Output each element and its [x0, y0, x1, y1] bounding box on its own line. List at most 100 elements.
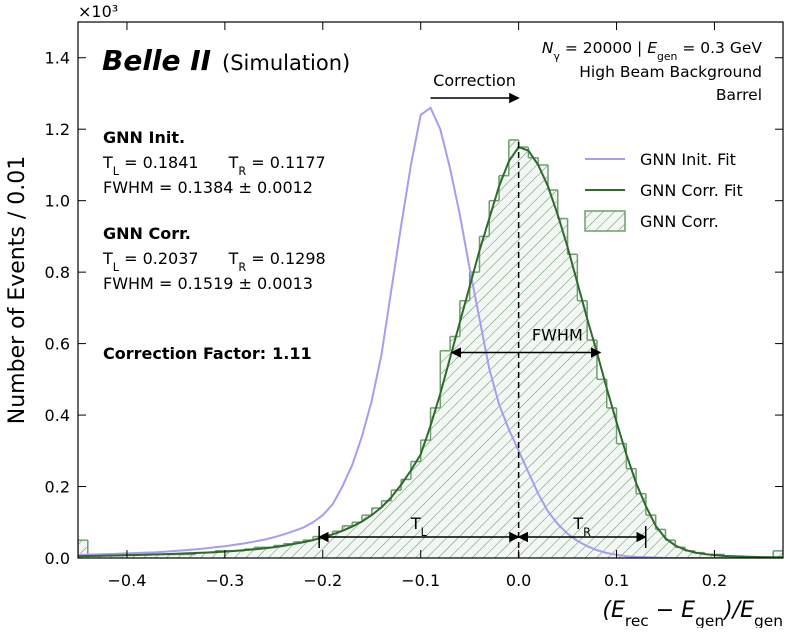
text-part: rec: [625, 612, 649, 628]
hist-bar: [626, 468, 637, 558]
hist-bar: [557, 218, 568, 558]
hist-bar: [352, 522, 362, 558]
text-part: )/E: [722, 598, 754, 623]
tl-label: TL: [410, 514, 428, 539]
hist-bar: [479, 236, 490, 558]
hist-bar: [548, 189, 558, 558]
fwhm-values: FWHM = 0.1384 ± 0.0012: [103, 178, 313, 197]
hist-bar: [185, 554, 196, 558]
text-part: L: [421, 526, 428, 539]
hist-bar: [215, 550, 225, 558]
hist-bar: [136, 554, 147, 558]
experiment-note: (Simulation): [222, 51, 350, 75]
hist-bar: [645, 515, 656, 558]
text-part: (E: [602, 598, 625, 623]
text-part: 0.0012: [257, 178, 313, 197]
y-tick-label: 1.2: [45, 120, 70, 139]
y-tick-label: 1.0: [45, 192, 70, 211]
x-tick-label: 0.1: [604, 571, 629, 590]
hist-bar: [391, 490, 402, 558]
text-part: L: [113, 165, 120, 178]
hist-bar: [450, 336, 460, 558]
legend-label: GNN Init. Fit: [640, 150, 736, 169]
info-line1: Nγ = 20000 | Egen = 0.3 GeV: [542, 39, 762, 63]
y-tick-label: 0.0: [45, 549, 70, 568]
hist-bar: [499, 175, 509, 558]
text-part: N: [542, 39, 554, 57]
hist-bar: [332, 531, 343, 558]
hist-bar: [508, 139, 519, 558]
hist-bar: [254, 547, 265, 558]
text-part: − E: [649, 598, 695, 623]
hist-bar: [459, 300, 470, 558]
text-part: =: [119, 249, 143, 268]
text-part: 0.1519: [177, 274, 233, 293]
y-tick-label: 0.8: [45, 263, 70, 282]
y-tick-label: 0.6: [45, 335, 70, 354]
text-part: =: [154, 178, 178, 197]
text-part: T: [410, 514, 421, 533]
text-part: 0.1841: [143, 153, 199, 172]
hist-bar: [636, 493, 646, 558]
hist-bar: [655, 529, 666, 558]
text-part: γ: [554, 50, 561, 63]
text-part: = 20000 |: [560, 39, 647, 57]
text-part: ±: [233, 274, 257, 293]
info-line2: High Beam Background: [579, 63, 762, 81]
text-part: R: [238, 165, 246, 178]
x-tick-label: 0.0: [506, 571, 531, 590]
text-part: 0.0013: [257, 274, 313, 293]
hist-bar: [410, 461, 421, 558]
text-part: 1.11: [272, 344, 311, 363]
hist-bar: [78, 540, 88, 558]
text-part: T: [102, 249, 113, 268]
hist-bar: [665, 540, 676, 558]
t-values: TL = 0.2037 TR = 0.1298: [102, 249, 326, 274]
text-part: 0.1177: [270, 153, 326, 172]
text-part: FWHM: [103, 274, 154, 293]
hist-bar: [528, 157, 539, 558]
hist-bar: [469, 272, 480, 558]
hist-bar: [283, 543, 294, 558]
hist-bar: [313, 536, 323, 558]
text-part: 0.1384: [177, 178, 233, 197]
hist-bar: [293, 541, 304, 558]
hist-bar: [596, 379, 607, 558]
text-part: R: [583, 526, 591, 539]
hist-bar: [381, 500, 392, 558]
hist-bar: [401, 479, 411, 558]
text-part: =: [119, 153, 143, 172]
hist-bar: [440, 350, 451, 558]
legend-label: GNN Corr. Fit: [640, 181, 743, 200]
hist-bar: [577, 300, 588, 558]
hist-bar: [773, 550, 783, 558]
plot-area: [78, 106, 783, 558]
hist-bar: [420, 440, 431, 558]
hist-bar: [146, 554, 157, 558]
fwhm-label: FWHM: [532, 326, 583, 345]
legend-swatch: [584, 210, 626, 232]
correction-factor: Correction Factor: 1.11: [103, 344, 312, 363]
x-tick-label: −0.2: [303, 571, 342, 590]
y-tick-label: 0.4: [45, 406, 70, 425]
y-tick-label: 0.2: [45, 478, 70, 497]
hist-bar: [489, 200, 500, 558]
info-line3: Barrel: [716, 86, 762, 104]
hist-bar: [606, 407, 617, 558]
fit-curve: [78, 145, 783, 558]
plot-frame: [77, 21, 784, 559]
x-axis-label: (Erec − Egen)/Egen: [602, 598, 783, 628]
y-axis-label: Number of Events / 0.01: [5, 156, 30, 424]
text-part: =: [246, 249, 270, 268]
hist-bar: [166, 554, 176, 558]
x-tick-label: −0.1: [401, 571, 440, 590]
hist-bar: [126, 554, 137, 558]
y-offset-label: ×10³: [78, 2, 118, 21]
hist-bar: [371, 507, 382, 558]
hist-bar: [538, 164, 548, 558]
hist-bar: [224, 550, 235, 558]
text-part: T: [572, 514, 583, 533]
t-values: TL = 0.1841 TR = 0.1177: [102, 153, 326, 178]
hist-bar: [616, 443, 627, 558]
